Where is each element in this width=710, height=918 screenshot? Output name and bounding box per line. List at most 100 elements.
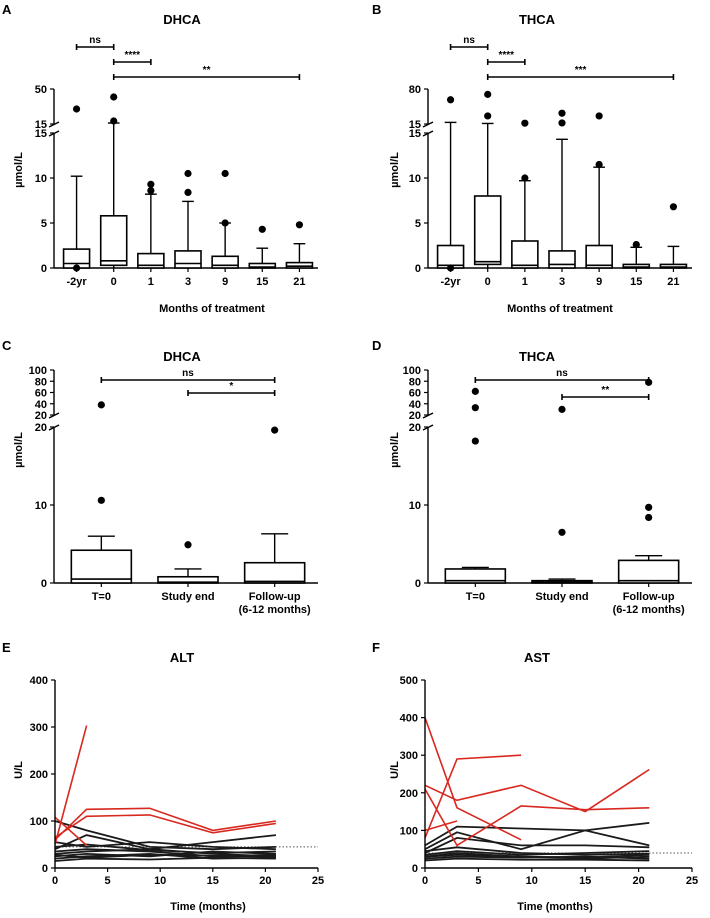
- box: [174, 250, 202, 269]
- box: [585, 244, 613, 269]
- outlier-point: [184, 188, 192, 196]
- box: [659, 263, 688, 269]
- series-line: [54, 843, 276, 854]
- x-tick-label: 15: [207, 875, 219, 887]
- y-tick-label: 15: [409, 119, 421, 131]
- significance-label: ns: [182, 368, 194, 379]
- y-tick-label: 20: [409, 422, 421, 434]
- series-line: [424, 768, 650, 813]
- x-tick-label: T=0: [92, 591, 111, 603]
- x-tick-label: 1: [148, 276, 154, 288]
- panel-letter: F: [372, 640, 380, 655]
- significance-label: ns: [556, 368, 568, 379]
- y-tick-label: 300: [400, 750, 418, 762]
- box: [248, 262, 277, 269]
- box: [548, 250, 576, 269]
- x-axis-label: Months of treatment: [159, 303, 265, 315]
- outlier-point: [558, 109, 566, 117]
- x-tick-label: 9: [596, 276, 602, 288]
- y-tick-label: 5: [415, 218, 421, 230]
- y-tick-label: 10: [35, 500, 47, 512]
- series-line: [424, 850, 650, 856]
- chart-title: THCA: [519, 12, 556, 27]
- x-tick-label: 10: [154, 875, 166, 887]
- outlier-point: [446, 264, 455, 272]
- y-tick-label: 15: [409, 128, 421, 140]
- outlier-point: [446, 96, 455, 104]
- y-tick-label: 100: [29, 365, 47, 377]
- outlier-point: [110, 93, 118, 101]
- x-tick-label: 3: [559, 276, 565, 288]
- outlier-point: [595, 112, 603, 120]
- outlier-point: [147, 187, 155, 195]
- y-tick-label: 200: [400, 788, 418, 800]
- chart-title: ALT: [170, 650, 194, 665]
- outlier-point: [632, 241, 640, 249]
- x-tick-label: T=0: [466, 591, 485, 603]
- outlier-point: [271, 426, 279, 434]
- significance-label: **: [601, 385, 609, 396]
- series-line: [424, 754, 522, 839]
- outlier-point: [184, 169, 192, 178]
- box: [137, 252, 165, 269]
- y-axis-label: µmol/L: [389, 152, 401, 188]
- series-line: [54, 816, 88, 846]
- y-tick-label: 0: [41, 578, 47, 590]
- x-tick-label: 15: [630, 276, 642, 288]
- series-line: [54, 814, 277, 839]
- y-tick-label: 80: [35, 376, 47, 388]
- outlier-point: [595, 160, 603, 169]
- series-line: [424, 717, 522, 841]
- y-tick-label: 0: [42, 863, 48, 875]
- y-tick-label: 10: [35, 173, 47, 185]
- y-tick-label: 300: [30, 722, 48, 734]
- x-tick-label: 15: [256, 276, 268, 288]
- x-tick-label: 0: [422, 875, 428, 887]
- panel-e: E ALT Time (months) U/L 0 100 200 300 400 0 5 1…: [2, 640, 324, 913]
- x-axis-label: Months of treatment: [507, 303, 613, 315]
- x-tick-label: 5: [475, 875, 481, 887]
- series-line: [54, 856, 276, 862]
- outlier-point: [558, 528, 566, 536]
- x-axis-label: Time (months): [170, 901, 246, 913]
- panel-letter: C: [2, 338, 12, 353]
- outlier-point: [72, 105, 81, 113]
- x-tick-label: 10: [526, 875, 538, 887]
- y-tick-label: 40: [35, 399, 47, 411]
- y-tick-label: 400: [400, 713, 418, 725]
- outlier-point: [471, 437, 479, 445]
- y-tick-label: 50: [35, 84, 47, 96]
- outlier-point: [645, 513, 653, 522]
- box: [70, 549, 133, 584]
- box: [243, 561, 306, 584]
- outlier-point: [147, 180, 155, 188]
- box: [211, 255, 239, 269]
- outlier-point: [669, 203, 678, 211]
- significance-label: ***: [575, 65, 587, 76]
- outlier-point: [221, 219, 229, 227]
- box: [444, 568, 507, 584]
- x-tick-label: (6-12 months): [613, 604, 685, 616]
- box: [99, 215, 128, 267]
- series-line: [54, 853, 276, 859]
- x-tick-label: Follow-up: [249, 591, 301, 603]
- panel-f: F AST Time (months) U/L 0100200300400500…: [372, 640, 698, 913]
- outlier-point: [558, 119, 566, 127]
- x-tick-label: 20: [632, 875, 644, 887]
- significance-label: ns: [89, 35, 101, 46]
- significance-label: *: [229, 381, 233, 392]
- outlier-point: [110, 117, 118, 125]
- y-tick-label: 5: [41, 218, 47, 230]
- x-axis-label: Time (months): [517, 901, 593, 913]
- x-tick-label: 25: [312, 875, 324, 887]
- outlier-point: [72, 264, 81, 272]
- y-axis-label: U/L: [13, 761, 25, 779]
- x-tick-label: 0: [52, 875, 58, 887]
- panel-letter: A: [2, 2, 12, 17]
- x-tick-label: 5: [105, 875, 111, 887]
- series-line: [424, 857, 650, 862]
- box: [473, 195, 502, 266]
